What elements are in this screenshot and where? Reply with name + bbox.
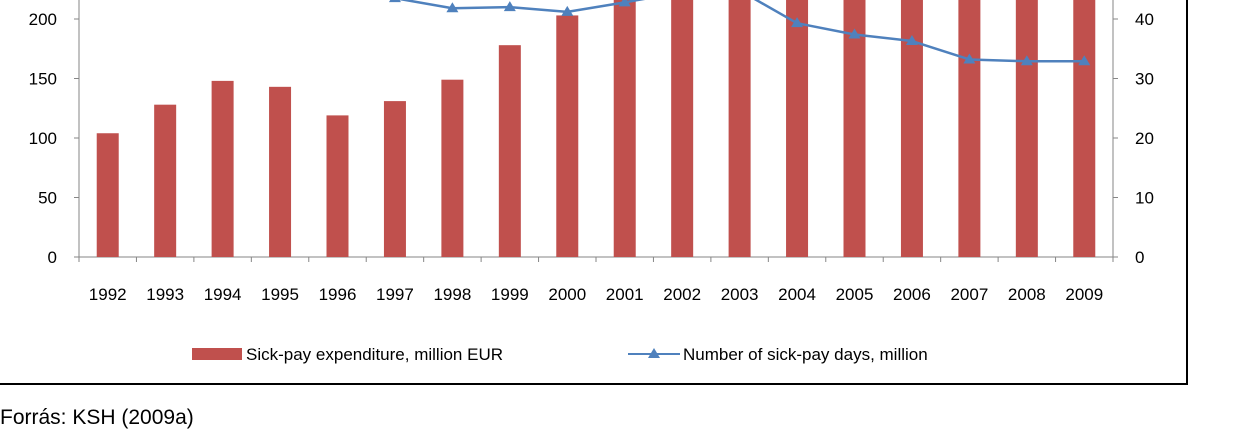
x-tick-label: 2002 <box>663 285 701 304</box>
x-tick-label: 1996 <box>319 285 357 304</box>
bar <box>900 0 923 258</box>
x-tick-label: 2005 <box>836 285 874 304</box>
line-point-marker <box>791 17 804 28</box>
x-tick-label: 1992 <box>89 285 127 304</box>
bar <box>556 15 579 258</box>
bar <box>728 0 751 257</box>
y-right-tick-label: 30 <box>1135 70 1154 89</box>
y-left-tick-label: 50 <box>38 189 57 208</box>
legend-line-label: Number of sick-pay days, million <box>683 345 928 364</box>
bar-series <box>96 0 1096 258</box>
x-tick-label: 2006 <box>893 285 931 304</box>
chart-frame <box>0 0 1188 385</box>
line-point-marker <box>503 1 516 12</box>
line-point-marker <box>1078 55 1091 66</box>
x-tick-label: 2004 <box>778 285 816 304</box>
line-point-marker <box>1020 55 1033 66</box>
bar <box>211 80 234 257</box>
line-point-marker <box>963 53 976 64</box>
bar <box>671 0 694 257</box>
line-point-marker <box>561 5 574 16</box>
bar <box>269 86 292 257</box>
legend-bar-label: Sick-pay expenditure, million EUR <box>246 345 503 364</box>
x-tick-labels: 1992 1993 1994 1995 1996 1997 1998 1999 2000 2001… <box>89 285 1103 304</box>
bar <box>958 0 981 257</box>
y-right-tick-label: 0 <box>1135 248 1144 267</box>
bar <box>1073 0 1096 257</box>
bar <box>96 133 119 257</box>
x-tick-label: 1995 <box>261 285 299 304</box>
chart: 1992 1993 1994 1995 1996 1997 1998 1999 2000 2001… <box>29 0 1154 364</box>
x-tick-label: 2008 <box>1008 285 1046 304</box>
bar <box>154 104 177 258</box>
bar <box>843 0 866 257</box>
line-point-marker <box>848 28 861 39</box>
x-tick-label: 2000 <box>548 285 586 304</box>
x-tick-label: 2001 <box>606 285 644 304</box>
x-tick-label: 1994 <box>204 285 242 304</box>
y-left-tick-label: 0 <box>48 248 57 267</box>
x-tick-label: 1998 <box>433 285 471 304</box>
x-tick-label: 1999 <box>491 285 529 304</box>
x-tick-label: 1993 <box>146 285 184 304</box>
bar <box>326 115 349 257</box>
line-point-marker <box>446 2 459 13</box>
line-point-marker <box>618 0 631 7</box>
y-right-tick-label: 10 <box>1135 189 1154 208</box>
x-tick-label: 2009 <box>1065 285 1103 304</box>
bar <box>613 0 636 258</box>
bar <box>498 45 521 258</box>
source-note: Forrás: KSH (2009a) <box>0 406 194 429</box>
y-right-tick-label: 20 <box>1135 129 1154 148</box>
line-series <box>388 0 1091 66</box>
chart-axes <box>74 0 1118 262</box>
x-tick-label: 1997 <box>376 285 414 304</box>
legend: Sick-pay expenditure, million EUR Number… <box>192 345 928 364</box>
legend-line-marker <box>648 348 660 358</box>
bar <box>1015 0 1038 258</box>
bar <box>786 0 809 257</box>
y-right-tick-label: 40 <box>1135 10 1154 29</box>
line-point-marker <box>388 0 401 3</box>
y-left-tick-labels: 0 50 100 150 200 <box>29 10 57 267</box>
legend-bar-swatch <box>192 348 242 360</box>
x-tick-label: 2003 <box>721 285 759 304</box>
y-left-tick-label: 200 <box>29 10 57 29</box>
y-left-tick-label: 150 <box>29 70 57 89</box>
x-tick-label: 2007 <box>950 285 988 304</box>
y-left-tick-label: 100 <box>29 129 57 148</box>
bar <box>441 79 464 257</box>
bar <box>383 101 406 257</box>
line-point-marker <box>905 35 918 46</box>
y-right-tick-labels: 0 10 20 30 40 <box>1135 10 1154 267</box>
